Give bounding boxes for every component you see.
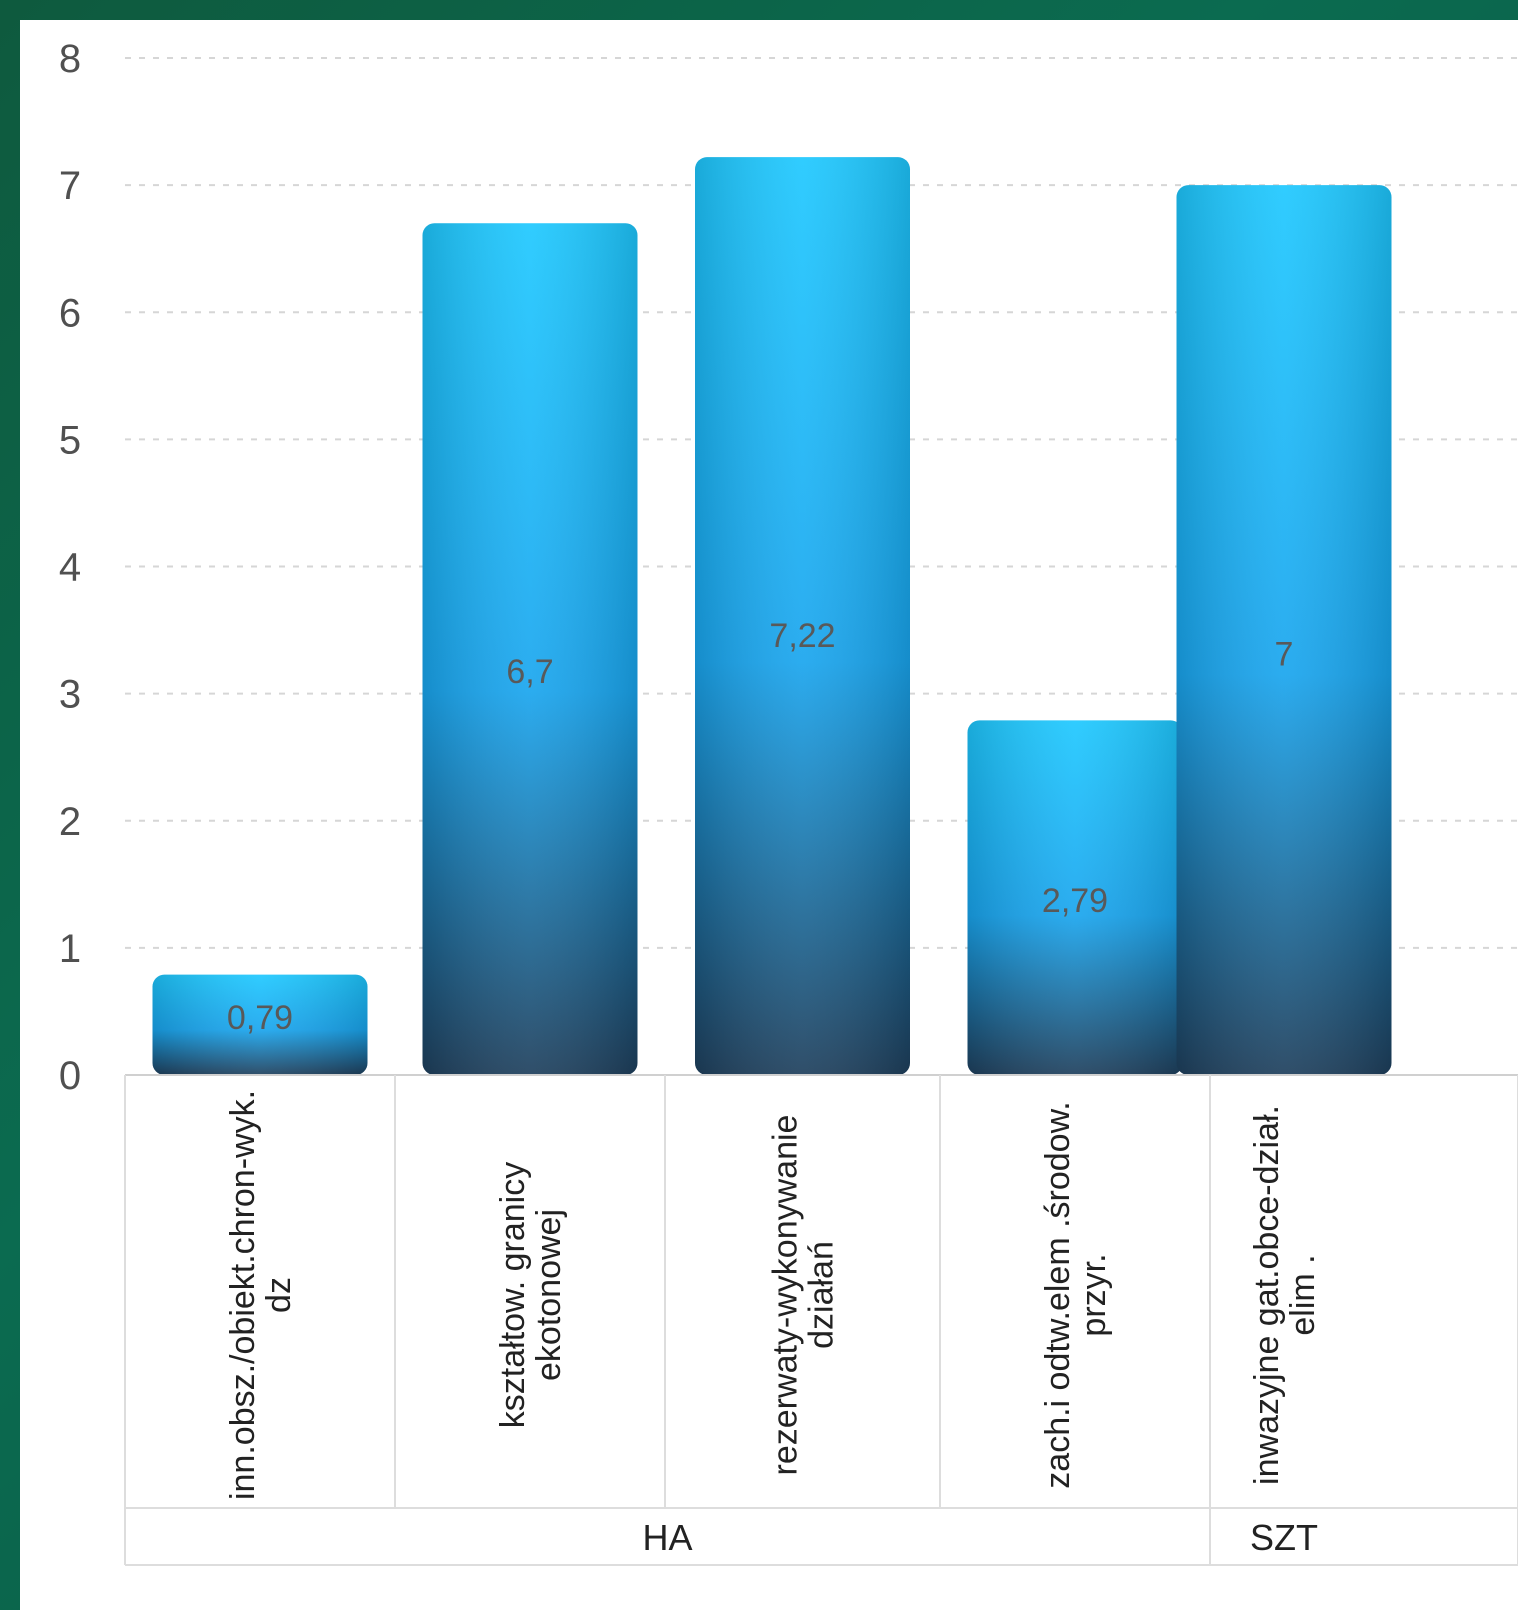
y-tick-label: 0	[59, 1054, 81, 1098]
bar-value-label: 7,22	[769, 617, 835, 655]
category-label: rezerwaty-wykonywaniedziałań	[767, 1115, 841, 1476]
group-label: SZT	[1250, 1517, 1318, 1558]
bar-value-label: 0,79	[227, 999, 293, 1037]
category-label: kształtow. granicyekotonowej	[494, 1162, 568, 1428]
bar-sheen	[695, 157, 910, 1076]
bar-value-label: 6,7	[506, 653, 553, 691]
y-tick-label: 7	[59, 164, 81, 208]
y-tick-label: 6	[59, 291, 81, 335]
category-label: inn.obsz./obiekt.chron-wyk.dz	[224, 1090, 298, 1500]
y-tick-label: 5	[59, 418, 81, 462]
bar-sheen	[152, 974, 368, 1075]
y-tick-label: 4	[59, 546, 81, 590]
group-label: HA	[642, 1517, 692, 1558]
category-label: zach.i odtw.elem .środow.przyr.	[1039, 1101, 1113, 1488]
bar-chart: 0 1 2 3 4 5 6 7 8 0,79 6,7 7,22 2,79 7 inn.obsz./obi…	[59, 37, 1518, 1566]
chart-panel: 0 1 2 3 4 5 6 7 8 0,79 6,7 7,22 2,79 7 inn.obsz./obi…	[20, 20, 1518, 1610]
y-tick-label: 1	[59, 927, 81, 971]
bar-sheen	[422, 223, 638, 1075]
y-tick-label: 2	[59, 800, 81, 844]
y-tick-label: 3	[59, 673, 81, 717]
category-label: inwazyjne gat.obce-dział.elim .	[1248, 1105, 1322, 1485]
bar-value-label: 7	[1275, 636, 1294, 674]
bar-sheen	[967, 720, 1183, 1075]
bar-value-label: 2,79	[1042, 882, 1108, 920]
bar-sheen	[1176, 185, 1392, 1075]
y-tick-label: 8	[59, 37, 81, 81]
